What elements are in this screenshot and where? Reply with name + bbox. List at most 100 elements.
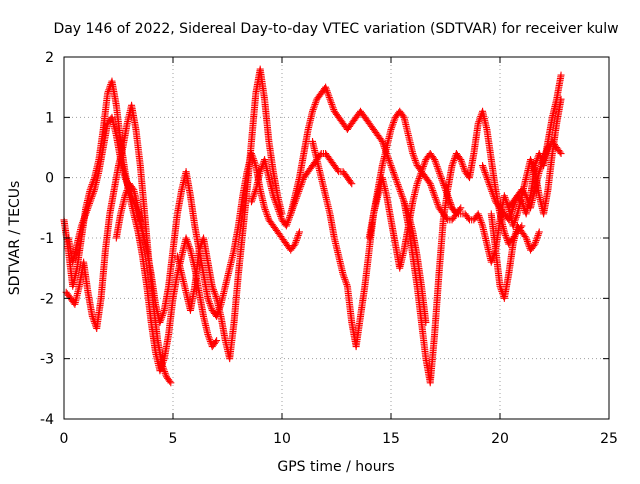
data-point-marker <box>184 239 192 247</box>
data-point-marker <box>251 160 259 168</box>
data-point-marker <box>263 211 271 219</box>
y-tick-label: -1 <box>40 231 54 247</box>
data-point-marker <box>294 233 302 241</box>
data-point-marker <box>327 99 335 107</box>
data-point-marker <box>411 156 419 164</box>
data-point-marker <box>166 377 174 385</box>
data-point-marker <box>84 205 92 213</box>
data-point-marker <box>292 194 300 202</box>
data-point-marker <box>399 112 407 120</box>
data-point-marker <box>85 201 93 209</box>
data-point-marker <box>386 160 394 168</box>
data-point-marker <box>396 186 404 194</box>
data-point-marker <box>251 158 259 166</box>
data-point-marker <box>273 202 281 210</box>
data-point-marker <box>295 187 303 195</box>
data-point-marker <box>289 203 297 211</box>
data-point-marker <box>290 200 298 208</box>
data-point-marker <box>282 222 290 230</box>
data-point-marker <box>262 209 270 217</box>
data-point-marker <box>205 332 213 340</box>
data-point-marker <box>122 190 130 198</box>
data-point-marker <box>272 199 280 207</box>
data-point-marker <box>204 294 212 302</box>
data-point-marker <box>121 174 129 182</box>
data-point-marker <box>429 187 437 195</box>
data-point-marker <box>310 104 318 112</box>
data-point-marker <box>326 95 334 103</box>
data-point-marker <box>293 193 301 201</box>
data-point-marker <box>310 102 318 110</box>
data-point-marker <box>90 187 98 195</box>
data-point-marker <box>290 201 298 209</box>
data-point-marker <box>81 213 89 221</box>
data-point-marker <box>207 303 215 311</box>
data-point-marker <box>206 301 214 309</box>
data-point-marker <box>394 182 402 190</box>
data-point-marker <box>410 153 418 161</box>
data-point-marker <box>290 242 298 250</box>
y-tick-label: -2 <box>40 291 54 307</box>
data-point-marker <box>409 150 417 158</box>
data-point-marker <box>294 191 302 199</box>
data-point-marker <box>249 194 257 202</box>
data-point-marker <box>456 205 464 213</box>
data-point-marker <box>413 160 421 168</box>
data-point-marker <box>157 317 165 325</box>
data-point-marker <box>347 178 355 186</box>
data-point-marker <box>432 197 440 205</box>
data-point-marker <box>205 298 213 306</box>
data-point-marker <box>158 361 166 369</box>
data-point-marker <box>425 178 433 186</box>
data-point-marker <box>431 192 439 200</box>
data-point-marker <box>289 205 297 213</box>
data-point-marker <box>287 210 295 218</box>
data-point-marker <box>160 366 168 374</box>
data-point-marker <box>269 192 277 200</box>
data-point-marker <box>88 312 96 320</box>
data-point-marker <box>432 195 440 203</box>
data-point-marker <box>327 97 335 105</box>
data-point-marker <box>426 180 434 188</box>
data-point-marker <box>79 218 87 226</box>
data-point-marker <box>261 206 269 214</box>
data-point-marker <box>391 174 399 182</box>
data-point-marker <box>387 162 395 170</box>
data-point-marker <box>297 181 305 189</box>
data-point-marker <box>186 244 194 252</box>
data-point-marker <box>388 163 396 171</box>
data-point-marker <box>81 212 89 220</box>
data-point-marker <box>312 99 320 107</box>
data-point-marker <box>123 187 131 195</box>
data-point-marker <box>309 106 317 114</box>
data-point-marker <box>396 187 404 195</box>
data-point-marker <box>158 312 166 320</box>
data-point-marker <box>82 210 90 218</box>
data-point-marker <box>86 198 94 206</box>
data-point-marker <box>325 92 333 100</box>
data-point-marker <box>206 337 214 345</box>
data-point-marker <box>389 167 397 175</box>
x-axis-label: GPS time / hours <box>277 459 394 475</box>
data-point-marker <box>309 107 317 115</box>
data-point-marker <box>388 165 396 173</box>
data-point-marker <box>329 104 337 112</box>
data-point-marker <box>292 196 300 204</box>
chart-title: Day 146 of 2022, Sidereal Day-to-day VTE… <box>53 21 618 37</box>
data-point-marker <box>159 310 167 318</box>
data-point-marker <box>79 217 87 225</box>
data-point-marker <box>211 291 219 299</box>
x-tick-label: 10 <box>273 431 291 447</box>
data-point-marker <box>262 207 270 215</box>
data-point-marker <box>291 240 299 248</box>
data-point-marker <box>291 198 299 206</box>
data-point-marker <box>84 203 92 211</box>
data-point-marker <box>82 208 90 216</box>
data-point-marker <box>87 196 95 204</box>
data-point-marker <box>388 124 396 132</box>
data-point-marker <box>342 279 350 287</box>
data-point-marker <box>323 87 331 95</box>
data-point-marker <box>411 155 419 163</box>
data-point-marker <box>323 88 331 96</box>
data-point-marker <box>264 212 272 220</box>
